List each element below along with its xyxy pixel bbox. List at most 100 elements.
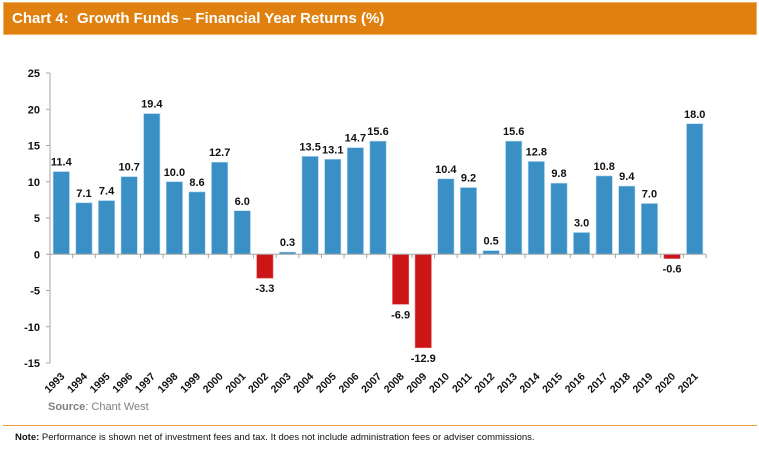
data-label: 6.0 [235,196,250,208]
x-tick-label: 2019 [631,371,656,396]
x-tick-label: 2009 [404,371,429,396]
source-label: Source [48,401,86,413]
data-label: 10.4 [435,164,457,176]
data-label: 14.7 [345,133,366,145]
data-label: 9.4 [619,171,635,183]
footer-divider [3,425,757,426]
x-tick-label: 1995 [88,371,113,396]
bar-2000 [211,161,229,255]
x-tick-label: 2003 [269,371,294,396]
x-tick-label: 2008 [382,371,407,396]
x-tick-label: 2014 [517,371,542,396]
chart-header: Chart 4: Growth Funds – Financial Year R… [3,2,757,35]
y-tick-label: 25 [28,68,40,80]
source-text: : Chant West [85,401,149,413]
x-tick-label: 2015 [540,371,565,396]
x-tick-label: 1998 [156,371,181,396]
x-tick-label: 2018 [608,371,633,396]
x-tick-label: 2016 [563,371,588,396]
x-tick-label: 2006 [336,371,361,396]
data-label: 10.0 [164,167,185,179]
data-label: 0.5 [483,236,498,248]
bar-1995 [98,200,115,255]
data-label: -12.9 [411,353,436,365]
data-label: -6.9 [391,309,410,321]
data-label: 7.0 [642,189,657,201]
bar-2006 [346,147,364,255]
y-tick-label: -10 [24,322,40,334]
y-tick-label: 15 [28,141,40,153]
data-label: 13.1 [322,144,343,156]
bar-2009 [414,253,432,349]
x-tick-label: 2010 [427,371,452,396]
data-label: 19.4 [141,99,163,111]
data-label: 12.8 [526,146,547,158]
bar-1997 [143,113,161,255]
bar-1996 [120,176,138,255]
y-tick-label: 10 [28,177,40,189]
x-tick-label: 2001 [223,371,248,396]
bar-2016 [573,232,591,255]
bar-2013 [505,140,523,255]
y-tick-label: 0 [34,249,40,261]
x-axis [49,253,707,259]
x-tick-label: 1996 [110,371,135,396]
source-note: Source: Chant West [48,401,149,413]
y-tick-label: -5 [30,286,40,298]
x-tick-label: 2011 [450,371,475,396]
bar-2012 [482,250,500,255]
data-label: -0.6 [663,264,682,276]
x-tick-label: 2021 [676,371,701,396]
x-tick-label: 1997 [133,371,158,396]
x-tick-labels: 1993199419951996199719981999200020012002… [42,371,700,396]
bar-2001 [233,210,251,255]
bar-2010 [437,178,455,255]
bars [52,113,704,349]
bar-2004 [301,156,319,255]
bar-1993 [52,171,70,255]
x-tick-label: 2002 [246,371,271,396]
bar-2020 [663,253,681,259]
data-label: 18.0 [684,109,705,121]
data-label: 13.5 [299,141,320,153]
data-label: 15.6 [367,126,388,138]
bar-2015 [550,182,568,255]
data-label: 7.4 [99,186,115,198]
y-tick-label: 20 [28,104,40,116]
data-label: 7.1 [76,188,91,200]
bar-2002 [256,253,274,279]
note-label: Note: [15,432,40,443]
x-tick-label: 1993 [42,371,67,396]
bar-2021 [686,123,704,255]
x-tick-label: 2004 [291,371,316,396]
data-label: 15.6 [503,126,524,138]
data-label: 11.4 [51,157,73,169]
bar-2018 [618,185,636,255]
chart-title: Chart 4: Growth Funds – Financial Year R… [12,10,385,27]
x-tick-label: 2005 [314,371,339,396]
y-tick-label: -15 [24,358,40,370]
data-label: 9.8 [551,168,566,180]
data-label: 3.0 [574,218,589,230]
bar-2008 [392,253,410,305]
x-tick-label: 2012 [472,371,497,396]
x-tick-label: 1994 [65,371,90,396]
x-tick-label: 2013 [495,371,520,396]
bar-2011 [460,187,477,255]
data-label: 0.3 [280,237,295,249]
x-tick-label: 1999 [178,371,203,396]
bar-1998 [165,181,183,255]
x-tick-label: 2020 [653,371,678,396]
data-label: -3.3 [255,283,274,295]
y-axis: 25 20 15 10 5 0 -5 -10 -15 [24,68,51,370]
bar-2019 [641,203,658,255]
data-label: 10.8 [593,161,614,173]
data-labels: 11.4 7.1 7.410.7 19.4 10.0 8.6 12.7 6.0 -3.3 0.3 1… [51,99,705,365]
bar-1999 [188,191,206,255]
x-tick-label: 2007 [359,371,384,396]
bar-2014 [527,161,545,255]
footnote: Note: Performance is shown net of invest… [15,432,535,443]
x-tick-label: 2017 [585,371,610,396]
bar-1994 [75,202,93,255]
